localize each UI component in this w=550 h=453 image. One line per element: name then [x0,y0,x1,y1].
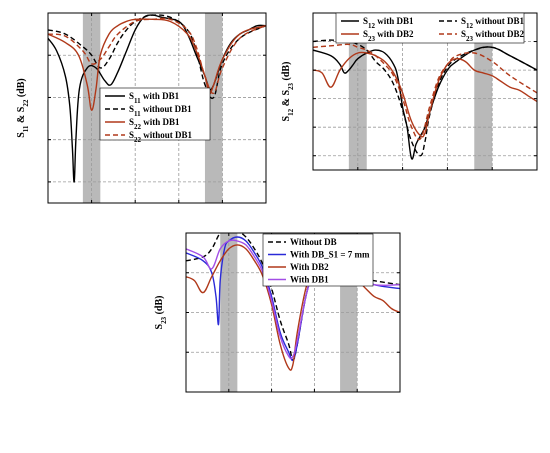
label-text: With DB_S1 = 7 mm [290,250,370,260]
label-text: (dB) [154,296,165,317]
legend-label-2: With DB_S1 = 7 mm [290,250,370,260]
label-text: without DB1 [473,16,525,26]
legend-label-4: S23 without DB2 [461,29,525,43]
series-group [48,14,266,183]
subscript-text: 23 [368,35,376,43]
subscript-text: 23 [466,35,474,43]
label-text: With DB2 [290,262,329,272]
legend: Without DB With DB_S1 = 7 mm With DB2 With … [262,233,374,287]
label-text: S [363,29,368,39]
subscript-text: 23 [287,82,295,90]
label-text: without DB2 [473,29,525,39]
chart-panel-c: S23 (dB) Without DB With DB_S1 = 7 mm With … [154,232,401,393]
series-line-3 [186,244,400,371]
subscript-text: 11 [22,125,30,132]
legend-label-3: S22 with DB1 [129,117,180,131]
label-text: Without DB [290,237,337,247]
subscript-text: 12 [287,108,295,116]
series-group [313,39,537,160]
subscript-text: 11 [134,110,141,118]
legend-label-4: With DB1 [290,275,329,285]
label-text: S [129,130,134,140]
label-text: S [16,132,27,138]
legend-label-1: Without DB [290,237,337,247]
label-text: (dB) [16,78,27,99]
y-axis-title: S12 & S23 (dB) [281,62,295,122]
subscript-text: 12 [368,22,376,30]
y-axis-title: S23 (dB) [154,296,168,330]
legend-label-1: S11 with DB1 [129,91,180,105]
legend-label-2: S12 without DB1 [461,16,525,30]
label-text: S [281,115,292,121]
frequency-band [204,13,223,203]
series-line-2 [313,39,537,157]
label-text: without DB1 [141,130,193,140]
subscript-text: 22 [134,123,142,131]
legend-label-3: With DB2 [290,262,329,272]
label-text: with DB2 [375,29,414,39]
label-text: S [461,16,466,26]
label-text: S [154,323,165,329]
subscript-text: 12 [466,22,474,30]
subscript-text: 23 [160,316,168,324]
label-text: with DB1 [141,117,180,127]
plot-frame [47,12,267,204]
series-line-4 [48,17,266,94]
label-text: S [129,91,134,101]
legend-label-4: S22 without DB1 [129,130,193,144]
subscript-text: 11 [134,97,141,105]
label-text: with DB1 [375,16,414,26]
label-text: & S [16,106,27,125]
y-axis-title: S11 & S22 (dB) [16,78,30,138]
label-text: S [461,29,466,39]
legend-box [262,233,374,287]
label-text: S [363,16,368,26]
label-text: With DB1 [290,275,329,285]
label-text: (dB) [281,62,292,83]
series-line-3 [48,18,266,111]
legend-label-2: S11 without DB1 [129,104,192,118]
legend-label-1: S12 with DB1 [363,16,414,30]
label-text: with DB1 [141,91,180,101]
series-line-4 [313,43,537,141]
label-text: without DB1 [141,104,193,114]
frequency-band [474,13,493,170]
subscript-text: 22 [134,136,142,144]
legend-box [335,12,525,44]
subscript-text: 22 [22,99,30,107]
legend-label-3: S23 with DB2 [363,29,414,43]
label-text: & S [281,90,292,109]
series-line-2 [48,14,266,99]
chart-panel-b: S12 & S23 (dB)S12 with DB1 S12 without DB… [281,12,538,171]
label-text: S [129,117,134,127]
series-line-3 [313,51,537,138]
series-line-1 [313,46,537,160]
label-text: S [129,104,134,114]
